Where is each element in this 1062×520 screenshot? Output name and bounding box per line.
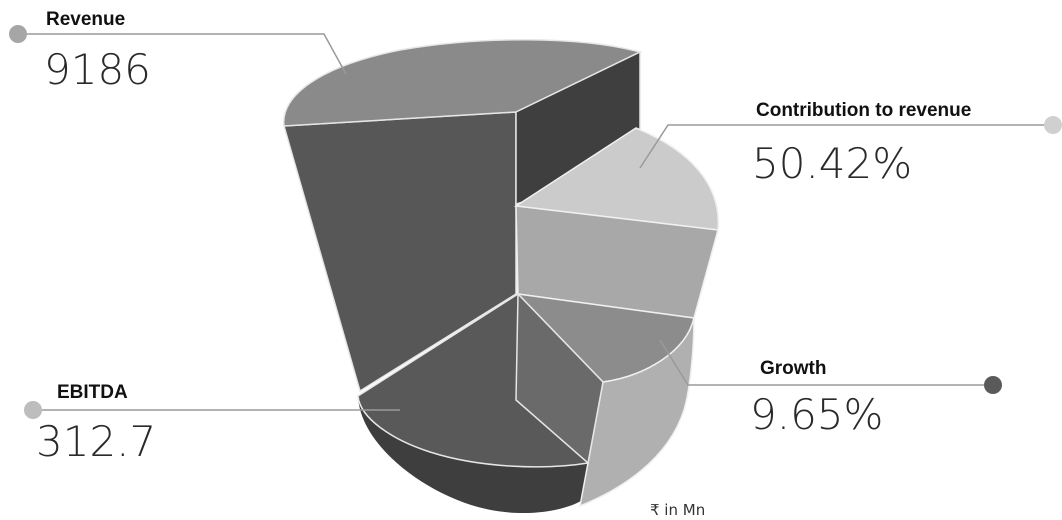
unit-note: ₹ in Mn bbox=[650, 501, 705, 519]
callout-growth-label: Growth bbox=[760, 358, 827, 379]
callout-ebitda: EBITDA 312.7 bbox=[24, 382, 400, 466]
callout-contribution-dot bbox=[1044, 116, 1062, 134]
callout-revenue-dot bbox=[9, 25, 27, 43]
callout-revenue-value: 9186 bbox=[44, 45, 151, 94]
callout-revenue: Revenue 9186 bbox=[9, 9, 347, 94]
callout-contribution: Contribution to revenue 50.42% bbox=[639, 100, 1062, 188]
pie-slice-contribution-top bbox=[513, 127, 720, 231]
callout-growth-dot bbox=[984, 376, 1002, 394]
callout-ebitda-label: EBITDA bbox=[57, 382, 128, 403]
callout-growth-value: 9.65% bbox=[750, 390, 883, 439]
callout-growth-leader bbox=[659, 339, 984, 386]
pie-base-side bbox=[358, 396, 588, 514]
callout-ebitda-dot bbox=[24, 401, 42, 419]
pie-slice-growth-side bbox=[579, 317, 695, 508]
callout-contribution-value: 50.42% bbox=[752, 139, 912, 188]
pie-slice-inner-wall bbox=[515, 292, 604, 465]
callout-revenue-label: Revenue bbox=[46, 9, 125, 30]
callout-growth: Growth 9.65% bbox=[659, 339, 1002, 439]
callout-contribution-label: Contribution to revenue bbox=[756, 100, 971, 121]
callout-revenue-leader bbox=[27, 33, 347, 75]
callout-contribution-leader bbox=[639, 124, 1044, 169]
callout-ebitda-value: 312.7 bbox=[36, 417, 156, 466]
pie-graphic bbox=[283, 39, 720, 514]
pie-slice-revenue-top bbox=[283, 39, 643, 127]
